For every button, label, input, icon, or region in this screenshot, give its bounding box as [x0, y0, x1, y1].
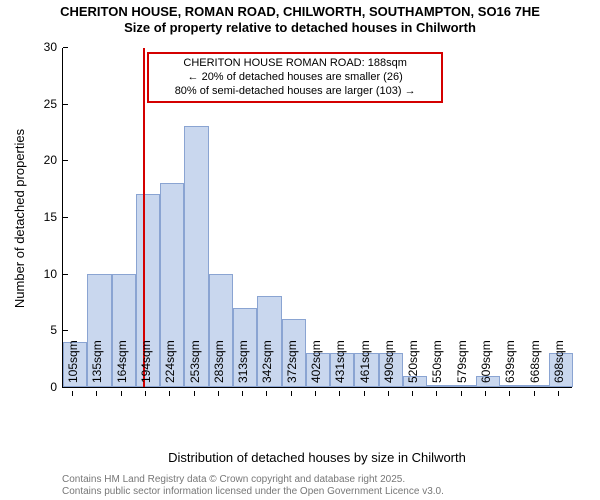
x-tick: 194sqm — [139, 340, 153, 391]
x-tick: 402sqm — [309, 340, 323, 391]
y-tick: 10 — [27, 267, 63, 281]
x-tick: 135sqm — [90, 340, 104, 391]
x-tick: 283sqm — [212, 340, 226, 391]
y-axis-label: Number of detached properties — [13, 128, 28, 307]
x-tick: 520sqm — [406, 340, 420, 391]
x-tick: 609sqm — [479, 340, 493, 391]
annotation-line-3: 80% of semi-detached houses are larger (… — [155, 85, 435, 99]
x-tick: 313sqm — [236, 340, 250, 391]
y-tick: 25 — [27, 97, 63, 111]
x-tick: 698sqm — [552, 340, 566, 391]
x-tick: 253sqm — [188, 340, 202, 391]
x-tick: 431sqm — [333, 340, 347, 391]
chart-container: CHERITON HOUSE, ROMAN ROAD, CHILWORTH, S… — [0, 0, 600, 500]
x-tick: 490sqm — [382, 340, 396, 391]
y-tick: 20 — [27, 153, 63, 167]
y-tick: 0 — [27, 380, 63, 394]
x-tick: 342sqm — [260, 340, 274, 391]
x-tick: 668sqm — [528, 340, 542, 391]
y-tick: 15 — [27, 210, 63, 224]
x-tick: 224sqm — [163, 340, 177, 391]
attribution-text: Contains HM Land Registry data © Crown c… — [62, 474, 572, 498]
x-tick: 639sqm — [503, 340, 517, 391]
title-line-2: Size of property relative to detached ho… — [0, 20, 600, 36]
annotation-box: CHERITON HOUSE ROMAN ROAD: 188sqm ← 20% … — [147, 52, 443, 103]
x-tick: 164sqm — [115, 340, 129, 391]
annotation-line-2: ← 20% of detached houses are smaller (26… — [155, 71, 435, 85]
attribution-line-1: Contains HM Land Registry data © Crown c… — [62, 474, 572, 486]
title-line-1: CHERITON HOUSE, ROMAN ROAD, CHILWORTH, S… — [0, 4, 600, 20]
annotation-line-1: CHERITON HOUSE ROMAN ROAD: 188sqm — [155, 57, 435, 71]
x-tick: 372sqm — [285, 340, 299, 391]
x-tick: 579sqm — [455, 340, 469, 391]
attribution-line-2: Contains public sector information licen… — [62, 486, 572, 498]
plot-area: CHERITON HOUSE ROMAN ROAD: 188sqm ← 20% … — [62, 48, 572, 388]
x-axis-label: Distribution of detached houses by size … — [62, 450, 572, 465]
reference-line — [143, 48, 145, 387]
x-tick: 105sqm — [66, 340, 80, 391]
x-tick: 461sqm — [358, 340, 372, 391]
y-tick: 5 — [27, 323, 63, 337]
y-tick: 30 — [27, 40, 63, 54]
x-tick: 550sqm — [430, 340, 444, 391]
y-axis-label-wrap: Number of detached properties — [12, 48, 28, 388]
chart-title: CHERITON HOUSE, ROMAN ROAD, CHILWORTH, S… — [0, 4, 600, 37]
